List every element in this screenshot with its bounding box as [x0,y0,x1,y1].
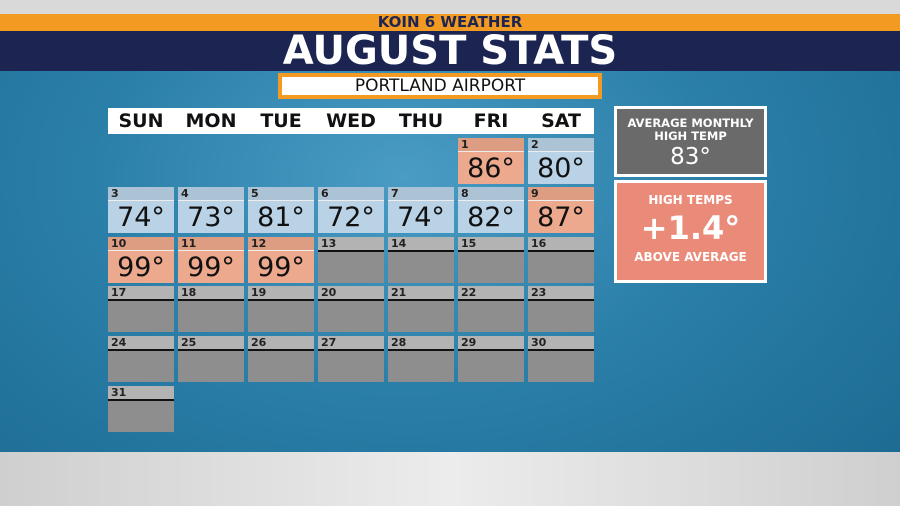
day-number: 14 [388,237,454,252]
day-cell: 9 87° [528,187,594,233]
day-cell: 20 [318,286,384,332]
day-cell: 19 [248,286,314,332]
day-number: 23 [528,286,594,301]
day-cell: 31 [108,386,174,432]
temperature: 74° [117,202,165,233]
day-number: 5 [248,187,314,201]
day-number: 21 [388,286,454,301]
temperature: 82° [467,202,515,233]
temperature: 86° [467,153,515,184]
day-cell: 6 72° [318,187,384,233]
day-number: 27 [318,336,384,351]
day-cell: 28 [388,336,454,382]
network: KOIN 6 WEATHER [377,13,523,31]
network-bar: KOIN 6 WEATHER [0,14,900,31]
anomaly-box: HIGH TEMPS +1.4° ABOVE AVERAGE [614,180,767,283]
day-number: 13 [318,237,384,252]
average-box: AVERAGE MONTHLY HIGH TEMP 83° [614,106,767,177]
day-cell: 26 [248,336,314,382]
day-cell: 4 73° [178,187,244,233]
title: AUGUST STATS [282,28,618,74]
day-number: 29 [458,336,524,351]
day-number: 3 [108,187,174,201]
day-number: 24 [108,336,174,351]
day-cell: 7 74° [388,187,454,233]
day-number: 26 [248,336,314,351]
day-number: 1 [458,138,524,152]
day-cell: 17 [108,286,174,332]
day-cell: 24 [108,336,174,382]
day-cell: 8 82° [458,187,524,233]
day-cell: 21 [388,286,454,332]
day-cell: 27 [318,336,384,382]
day-cell: 12 99° [248,237,314,283]
weekday: THU [388,108,454,134]
day-cell: 25 [178,336,244,382]
top-band [0,0,900,14]
day-number: 6 [318,187,384,201]
day-number: 20 [318,286,384,301]
bottom-band [0,452,900,506]
weekday: FRI [458,108,524,134]
day-number: 28 [388,336,454,351]
day-number: 30 [528,336,594,351]
day-cell: 5 81° [248,187,314,233]
day-number: 17 [108,286,174,301]
day-number: 25 [178,336,244,351]
weekday: SUN [108,108,174,134]
subtitle: PORTLAND AIRPORT [354,76,526,96]
day-cell: 23 [528,286,594,332]
title-bar: AUGUST STATS [0,31,900,71]
temperature: 73° [187,202,235,233]
temperature: 72° [327,202,375,233]
day-number: 12 [248,237,314,251]
day-cell: 2 80° [528,138,594,184]
day-cell: 13 [318,237,384,283]
temperature: 99° [187,252,235,283]
day-cell: 29 [458,336,524,382]
day-cell: 11 99° [178,237,244,283]
anomaly-value: +1.4° [640,209,741,247]
day-number: 9 [528,187,594,201]
day-number: 19 [248,286,314,301]
day-number: 8 [458,187,524,201]
day-number: 2 [528,138,594,152]
day-number: 4 [178,187,244,201]
temperature: 99° [117,252,165,283]
day-cell: 16 [528,237,594,283]
day-cell: 18 [178,286,244,332]
day-cell: 15 [458,237,524,283]
day-cell: 22 [458,286,524,332]
temperature: 80° [537,153,585,184]
day-number: 15 [458,237,524,252]
day-number: 31 [108,386,174,401]
day-cell: 3 74° [108,187,174,233]
temperature: 87° [537,202,585,233]
average-value: 83° [670,144,711,170]
anomaly-note: ABOVE AVERAGE [634,250,747,264]
day-cell: 1 86° [458,138,524,184]
day-number: 22 [458,286,524,301]
day-number: 10 [108,237,174,251]
day-number: 16 [528,237,594,252]
day-number: 7 [388,187,454,201]
day-cell: 30 [528,336,594,382]
day-number: 11 [178,237,244,251]
day-cell: 14 [388,237,454,283]
temperature: 74° [397,202,445,233]
weekday: WED [318,108,384,134]
anomaly-label: HIGH TEMPS [648,193,733,207]
average-label: AVERAGE MONTHLY HIGH TEMP [627,116,754,143]
day-number: 18 [178,286,244,301]
day-cell: 10 99° [108,237,174,283]
subtitle-box: PORTLAND AIRPORT [278,73,602,99]
temperature: 81° [257,202,305,233]
weekday: SAT [528,108,594,134]
weekday: MON [178,108,244,134]
weekday: TUE [248,108,314,134]
temperature: 99° [257,252,305,283]
